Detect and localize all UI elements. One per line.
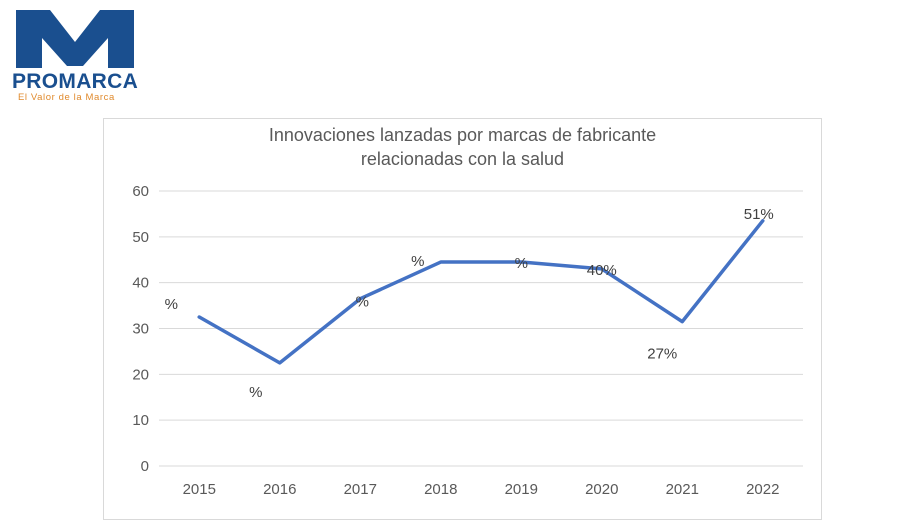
data-label: %	[165, 296, 178, 313]
x-tick-label: 2016	[263, 481, 296, 498]
data-point	[278, 361, 282, 365]
series-line	[197, 219, 765, 365]
line-chart: 0 10 20 30 40 50 60 2015 2016 2017 2018 2019 2020 202…	[132, 183, 803, 498]
x-tick-label: 2017	[344, 481, 377, 498]
data-point	[680, 320, 684, 324]
chart-area: Innovaciones lanzadas por marcas de fabr…	[103, 118, 822, 520]
data-point	[519, 260, 523, 264]
y-tick-label: 40	[132, 275, 149, 292]
y-tick-label: 20	[132, 366, 149, 383]
data-point	[358, 297, 362, 301]
x-tick-label: 2015	[183, 481, 216, 498]
chart-title-line-1: Innovaciones lanzadas por marcas de fabr…	[268, 125, 657, 145]
y-tick-label: 30	[132, 321, 149, 338]
y-tick-label: 10	[132, 412, 149, 429]
y-tick-label: 60	[132, 183, 149, 200]
data-point	[197, 315, 201, 319]
data-point	[439, 260, 443, 264]
data-label: 40%	[587, 262, 617, 279]
data-label: %	[249, 384, 262, 401]
data-label: %	[411, 253, 424, 270]
chart-title-line-2: relacionadas con la salud	[360, 149, 565, 169]
x-tick-label: 2018	[424, 481, 457, 498]
data-label: 27%	[647, 346, 677, 363]
data-label: %	[515, 255, 528, 272]
y-tick-label: 50	[132, 229, 149, 246]
data-label: %	[356, 294, 369, 311]
data-label: 51%	[744, 206, 774, 223]
x-tick-label: 2022	[746, 481, 779, 498]
logo-tagline: El Valor de la Marca	[18, 92, 115, 103]
chart-title: Innovaciones lanzadas por marcas de fabr…	[104, 119, 821, 171]
logo-name: PROMARCA	[12, 70, 139, 93]
x-tick-label: 2020	[585, 481, 618, 498]
data-point	[761, 219, 765, 223]
x-tick-label: 2019	[505, 481, 538, 498]
data-point	[600, 267, 604, 271]
promarca-m-mark-icon	[16, 10, 134, 68]
x-tick-label: 2021	[666, 481, 699, 498]
y-tick-label: 0	[141, 458, 149, 475]
promarca-logo: PROMARCA El Valor de la Marca	[8, 6, 143, 106]
